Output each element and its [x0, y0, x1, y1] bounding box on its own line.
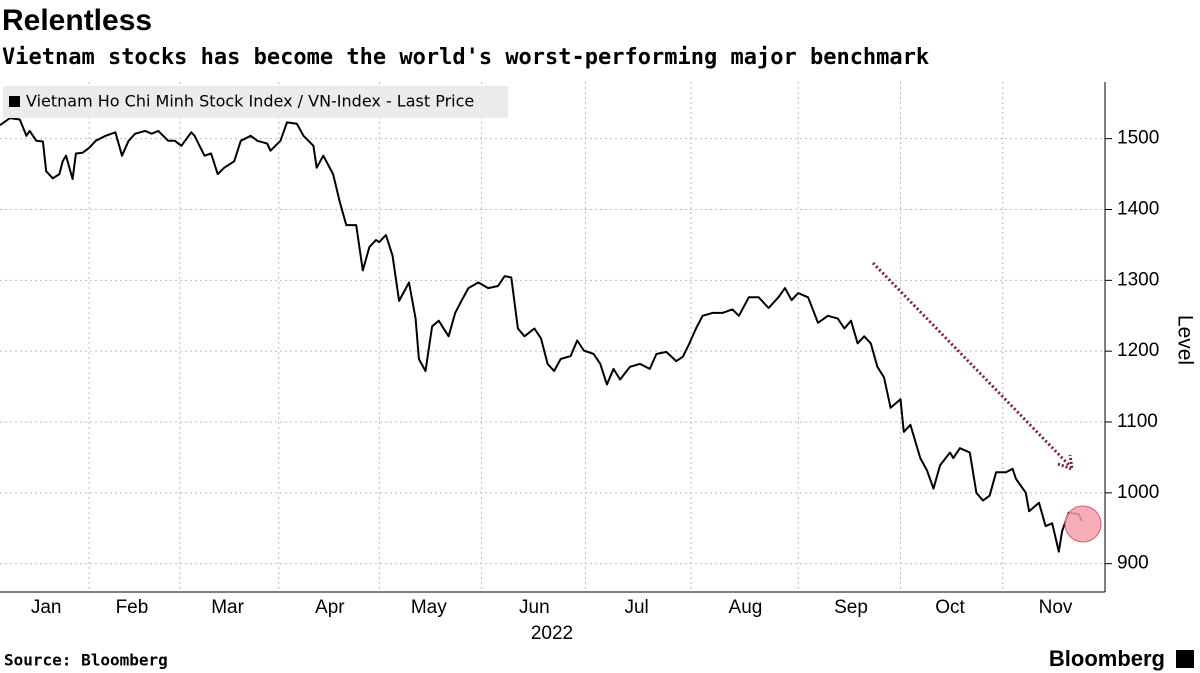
source: Source: Bloomberg — [4, 651, 168, 670]
y-tick-label: 900 — [1117, 553, 1149, 574]
x-tick-label: Jan — [31, 597, 62, 618]
brand-icon — [1176, 650, 1194, 668]
y-axis-label: Level — [1173, 315, 1196, 365]
y-tick-label: 1200 — [1117, 340, 1159, 361]
plot-area: 900 1000 1100 1200 1300 1400 1500 Jan Feb Mar Apr M… — [0, 82, 1159, 618]
y-tick-label: 1400 — [1117, 199, 1159, 220]
y-tick-label: 1500 — [1117, 128, 1159, 149]
series-line — [0, 117, 1083, 553]
trend-arrow — [871, 261, 1072, 468]
highlight-circle — [1064, 505, 1102, 543]
x-tick-label: Jul — [624, 597, 648, 618]
brand: Bloomberg — [1049, 646, 1165, 671]
x-tick-label: Jun — [519, 597, 550, 618]
trend-arrowhead — [1057, 454, 1074, 472]
y-tick-label: 1300 — [1117, 269, 1159, 290]
x-tick-label: Mar — [211, 597, 244, 618]
chart-subtitle: Vietnam stocks has become the world's wo… — [2, 45, 929, 70]
x-tick-label: Oct — [935, 597, 965, 618]
x-tick-label: Nov — [1039, 597, 1073, 618]
x-tick-label: Aug — [729, 597, 763, 618]
y-tick-label: 1000 — [1117, 482, 1159, 503]
legend-swatch — [9, 96, 20, 107]
x-tick-label: Apr — [315, 597, 345, 618]
legend-label: Vietnam Ho Chi Minh Stock Index / VN-Ind… — [26, 92, 474, 111]
legend-box — [3, 86, 508, 118]
x-axis-label: 2022 — [531, 623, 573, 644]
x-tick-label: May — [411, 597, 447, 618]
x-tick-label: Sep — [834, 597, 868, 618]
x-tick-label: Feb — [116, 597, 149, 618]
y-tick-label: 1100 — [1117, 411, 1158, 432]
chart-title: Relentless — [2, 4, 152, 37]
